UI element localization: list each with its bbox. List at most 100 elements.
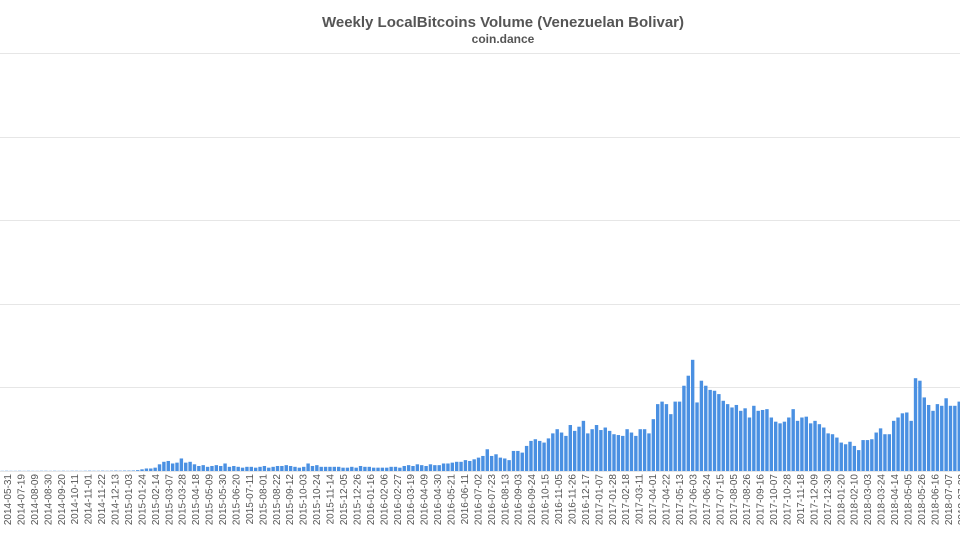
bar[interactable]	[935, 404, 940, 471]
bar[interactable]	[926, 404, 931, 471]
bar[interactable]	[695, 402, 699, 471]
bar[interactable]	[782, 421, 787, 471]
bar[interactable]	[306, 463, 310, 471]
bar[interactable]	[175, 462, 179, 471]
bar[interactable]	[149, 468, 153, 471]
bar[interactable]	[468, 460, 472, 471]
bar[interactable]	[459, 461, 463, 471]
bar[interactable]	[913, 378, 918, 471]
bar[interactable]	[647, 433, 651, 471]
bar[interactable]	[437, 465, 441, 471]
bar[interactable]	[660, 401, 664, 471]
bar[interactable]	[769, 417, 774, 472]
bar[interactable]	[760, 409, 765, 471]
bar[interactable]	[472, 459, 476, 471]
bar[interactable]	[428, 464, 433, 471]
bar[interactable]	[690, 359, 695, 471]
bar[interactable]	[157, 464, 162, 471]
bar[interactable]	[817, 424, 822, 471]
bar[interactable]	[393, 466, 398, 471]
bar[interactable]	[948, 405, 953, 471]
bar[interactable]	[843, 444, 848, 471]
bar[interactable]	[642, 429, 647, 471]
bar[interactable]	[865, 440, 870, 471]
bar[interactable]	[192, 464, 197, 471]
bar[interactable]	[249, 466, 253, 471]
bar[interactable]	[367, 466, 371, 471]
bar[interactable]	[415, 464, 420, 471]
bar[interactable]	[140, 469, 144, 471]
bar[interactable]	[341, 467, 345, 471]
bar[interactable]	[385, 467, 389, 471]
bar[interactable]	[918, 380, 922, 471]
bar[interactable]	[682, 385, 686, 471]
bar[interactable]	[253, 467, 258, 471]
bar[interactable]	[791, 409, 795, 471]
bar[interactable]	[594, 425, 599, 471]
bar[interactable]	[376, 467, 380, 471]
bar[interactable]	[712, 390, 717, 471]
bar[interactable]	[179, 458, 184, 471]
bar[interactable]	[616, 435, 621, 471]
bar[interactable]	[336, 466, 341, 471]
bar[interactable]	[297, 467, 302, 471]
bar[interactable]	[940, 405, 944, 471]
bar[interactable]	[756, 410, 760, 471]
bar[interactable]	[433, 465, 437, 471]
bar[interactable]	[551, 433, 555, 471]
bar[interactable]	[603, 427, 607, 471]
bar[interactable]	[800, 417, 804, 472]
bar[interactable]	[302, 466, 306, 471]
bar[interactable]	[572, 430, 577, 471]
bar[interactable]	[747, 417, 752, 472]
bar[interactable]	[852, 445, 857, 471]
bar[interactable]	[489, 455, 494, 471]
bar[interactable]	[275, 465, 280, 471]
bar[interactable]	[634, 435, 638, 471]
bar[interactable]	[891, 420, 896, 471]
bar[interactable]	[778, 423, 782, 471]
bar[interactable]	[813, 420, 817, 471]
bar[interactable]	[874, 432, 878, 471]
bar[interactable]	[931, 410, 935, 471]
bar[interactable]	[664, 404, 669, 471]
bar[interactable]	[765, 409, 769, 471]
bar[interactable]	[743, 408, 747, 471]
bar[interactable]	[144, 468, 149, 471]
bar[interactable]	[398, 467, 402, 471]
bar[interactable]	[909, 420, 913, 471]
bar[interactable]	[752, 405, 756, 471]
bar[interactable]	[883, 434, 887, 471]
bar[interactable]	[363, 466, 367, 471]
bar[interactable]	[153, 467, 157, 471]
bar[interactable]	[586, 433, 590, 471]
bar[interactable]	[922, 397, 926, 471]
bar[interactable]	[607, 430, 612, 471]
bar[interactable]	[568, 425, 573, 471]
bar[interactable]	[201, 465, 205, 471]
bar[interactable]	[808, 423, 813, 471]
bar[interactable]	[441, 463, 446, 471]
bar[interactable]	[656, 404, 660, 471]
bar[interactable]	[839, 442, 843, 471]
bar[interactable]	[826, 433, 830, 471]
bar[interactable]	[214, 465, 219, 471]
bar[interactable]	[721, 400, 725, 471]
bar[interactable]	[848, 441, 852, 471]
bar[interactable]	[166, 460, 170, 471]
bar[interactable]	[905, 412, 909, 471]
bar[interactable]	[577, 426, 581, 471]
bar[interactable]	[170, 463, 175, 471]
bar[interactable]	[944, 398, 948, 471]
bar[interactable]	[271, 466, 275, 471]
bar[interactable]	[625, 429, 629, 471]
bar[interactable]	[673, 401, 677, 471]
bar[interactable]	[280, 465, 284, 471]
bar[interactable]	[621, 435, 625, 471]
bar[interactable]	[542, 442, 546, 471]
bar[interactable]	[555, 429, 559, 471]
bar[interactable]	[323, 466, 328, 471]
bar[interactable]	[197, 465, 201, 471]
bar[interactable]	[131, 470, 136, 472]
bar[interactable]	[424, 465, 428, 471]
